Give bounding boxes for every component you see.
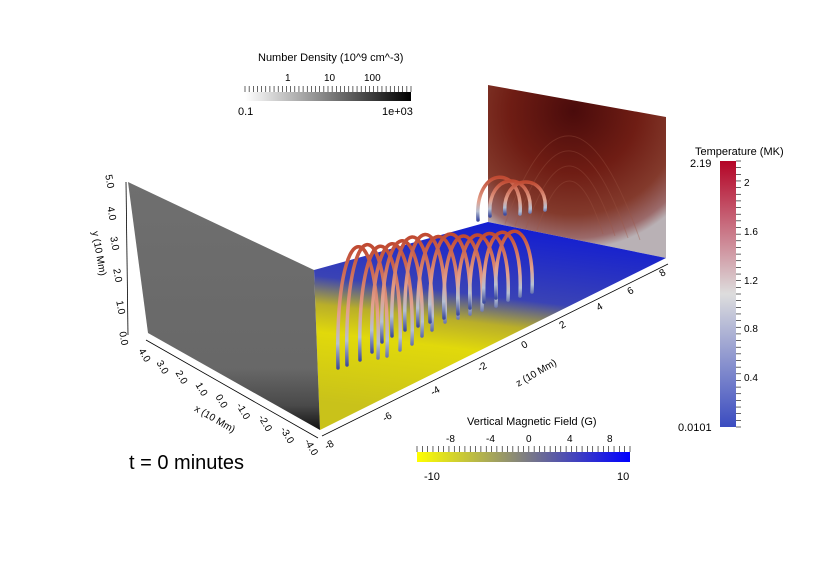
- density-tick-label: 100: [364, 73, 381, 84]
- y-tick-label: 1.0: [113, 299, 127, 316]
- bfield-colorbar-title: Vertical Magnetic Field (G): [467, 416, 597, 428]
- temperature-tick-label: 0.4: [744, 373, 758, 384]
- field-loop: [442, 234, 484, 320]
- temperature-colorbar-title: Temperature (MK): [695, 146, 784, 158]
- time-label: t = 0 minutes: [129, 452, 245, 474]
- temperature-tick-label: 0.8: [744, 324, 758, 335]
- bfield-tick-label: -8: [446, 434, 455, 445]
- field-loop: [494, 229, 534, 300]
- y-tick-label: 0.0: [116, 330, 130, 347]
- temperature-tick-label: 1.6: [744, 227, 758, 238]
- z-axis-line: [321, 263, 669, 437]
- bfield-max-label: 10: [617, 471, 630, 483]
- bfield-tick-label: -4: [486, 434, 495, 445]
- temperature-slice-wall: [488, 85, 666, 258]
- y-tick-label: 3.0: [107, 235, 121, 252]
- temperature-min-label: 0.0101: [678, 422, 712, 434]
- magnetic-field-floor: [314, 222, 666, 430]
- y-tick-label: 2.0: [110, 267, 124, 284]
- density-colorbar-title: Number Density (10^9 cm^-3): [258, 52, 404, 64]
- temperature-max-label: 2.19: [690, 158, 712, 170]
- bfield-tick-label: 8: [607, 434, 613, 445]
- field-loop: [370, 242, 414, 354]
- bfield-tick-label: 4: [567, 434, 573, 445]
- temperature-tick-label: 2: [744, 178, 750, 189]
- y-tick-label: 5.0: [102, 173, 116, 190]
- temperature-colorbar: [720, 161, 736, 427]
- magnetic-field-loops: [336, 175, 547, 370]
- field-loop: [336, 245, 380, 370]
- field-loop: [345, 243, 389, 367]
- density-colorbar: [245, 92, 411, 101]
- y-tick-label: 4.0: [104, 205, 118, 222]
- bfield-min-label: -10: [424, 471, 440, 483]
- field-loop: [476, 175, 522, 222]
- field-loop: [488, 179, 532, 218]
- field-loop: [503, 180, 547, 216]
- y-axis-line: [125, 181, 129, 336]
- bfield-tick-label: 0: [526, 434, 532, 445]
- temperature-tick-label: 1.2: [744, 276, 758, 287]
- x-axis-line: [145, 339, 319, 439]
- density-max-label: 1e+03: [382, 106, 413, 118]
- field-loop: [482, 230, 522, 304]
- field-loop: [358, 244, 402, 362]
- density-tick-label: 1: [285, 73, 291, 84]
- density-tick-label: 10: [324, 73, 336, 84]
- number-density-wall: [128, 182, 320, 430]
- field-loop: [468, 231, 510, 310]
- density-min-label: 0.1: [238, 106, 254, 118]
- bfield-colorbar: [417, 452, 630, 462]
- field-loop: [380, 239, 424, 344]
